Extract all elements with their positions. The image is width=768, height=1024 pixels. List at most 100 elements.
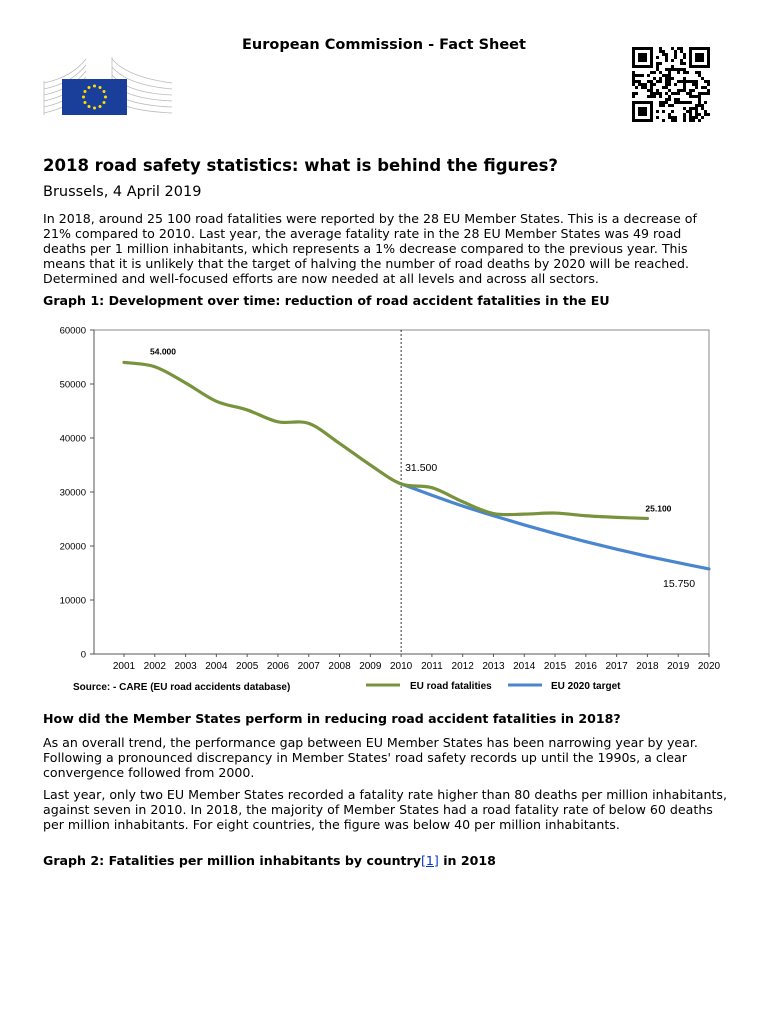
qr-module [704,92,707,95]
qr-module [665,83,668,86]
qr-module [665,92,668,95]
qr-module [650,89,653,92]
qr-module [668,71,671,74]
qr-module [683,107,686,110]
qr-module [680,50,683,53]
qr-module [689,107,692,110]
qr-module [701,86,704,89]
qr-module [683,71,686,74]
qr-module [695,71,698,74]
qr-module [650,92,653,95]
qr-module [671,104,674,107]
qr-module [689,80,692,83]
qr-module [653,71,656,74]
qr-module [683,56,686,59]
qr-module [686,92,689,95]
qr-module [659,92,662,95]
qr-module [683,62,686,65]
qr-module [653,95,656,98]
qr-module [683,80,686,83]
qr-module [683,101,686,104]
qr-module [638,83,641,86]
qr-module [659,47,662,50]
qr-module [659,80,662,83]
qr-module [656,110,659,113]
qr-module [686,71,689,74]
qr-module [689,89,692,92]
qr-module [665,98,668,101]
y-tick-label: 50000 [60,380,86,391]
x-tick-label: 2001 [113,661,136,672]
qr-module [683,89,686,92]
footnote-link[interactable]: [1] [420,853,439,868]
qr-module [668,83,671,86]
x-tick-label: 2010 [390,661,413,672]
qr-module [659,101,662,104]
qr-module [677,92,680,95]
qr-module [689,101,692,104]
qr-module [665,86,668,89]
qr-module [665,53,668,56]
qr-module [677,47,680,50]
qr-module [656,116,659,119]
qr-module [695,83,698,86]
qr-module [695,110,698,113]
x-tick-label: 2005 [236,661,259,672]
star-icon [102,101,106,104]
qr-module [656,80,659,83]
header-title: European Commission - Fact Sheet [242,37,526,53]
qr-module [704,113,707,116]
qr-module [638,80,641,83]
qr-module [689,119,692,122]
qr-module [674,92,677,95]
qr-module [632,71,635,74]
y-tick-label: 0 [81,650,86,661]
legend-label: EU 2020 target [551,681,621,692]
y-tick-label: 60000 [60,326,86,337]
qr-module [665,56,668,59]
qr-module [677,80,680,83]
qr-module [695,86,698,89]
x-tick-label: 2012 [452,661,475,672]
x-tick-label: 2017 [606,661,629,672]
qr-module [674,68,677,71]
qr-module [689,110,692,113]
y-tick-label: 40000 [60,434,86,445]
star-icon [87,105,91,109]
qr-module [659,62,662,65]
qr-module [662,86,665,89]
intro-paragraph: In 2018, around 25 100 road fatalities w… [43,211,697,286]
data-label: 25.100 [645,503,671,513]
qr-module [659,50,662,53]
x-tick-label: 2015 [544,661,567,672]
graph2-caption-text: Graph 2: Fatalities per million inhabita… [43,853,421,868]
qr-module [665,68,668,71]
qr-module [635,74,638,77]
qr-finder [695,53,704,62]
qr-module [674,83,677,86]
qr-module [644,86,647,89]
qr-module [632,95,635,98]
qr-module [698,92,701,95]
qr-module [668,74,671,77]
qr-module [698,119,701,122]
qr-module [644,83,647,86]
qr-module [701,92,704,95]
qr-module [665,80,668,83]
qr-module [638,74,641,77]
x-tick-label: 2009 [359,661,382,672]
qr-module [674,50,677,53]
qr-module [668,80,671,83]
qr-module [671,92,674,95]
qr-module [662,119,665,122]
qr-module [632,92,635,95]
qr-module [707,113,710,116]
qr-module [698,95,701,98]
qr-module [680,89,683,92]
qr-module [653,83,656,86]
qr-module [674,116,677,119]
paragraph-3: Last year, only two EU Member States rec… [43,787,727,832]
qr-module [692,119,695,122]
series-line-eu-2020-target [399,482,711,571]
qr-module [683,77,686,80]
